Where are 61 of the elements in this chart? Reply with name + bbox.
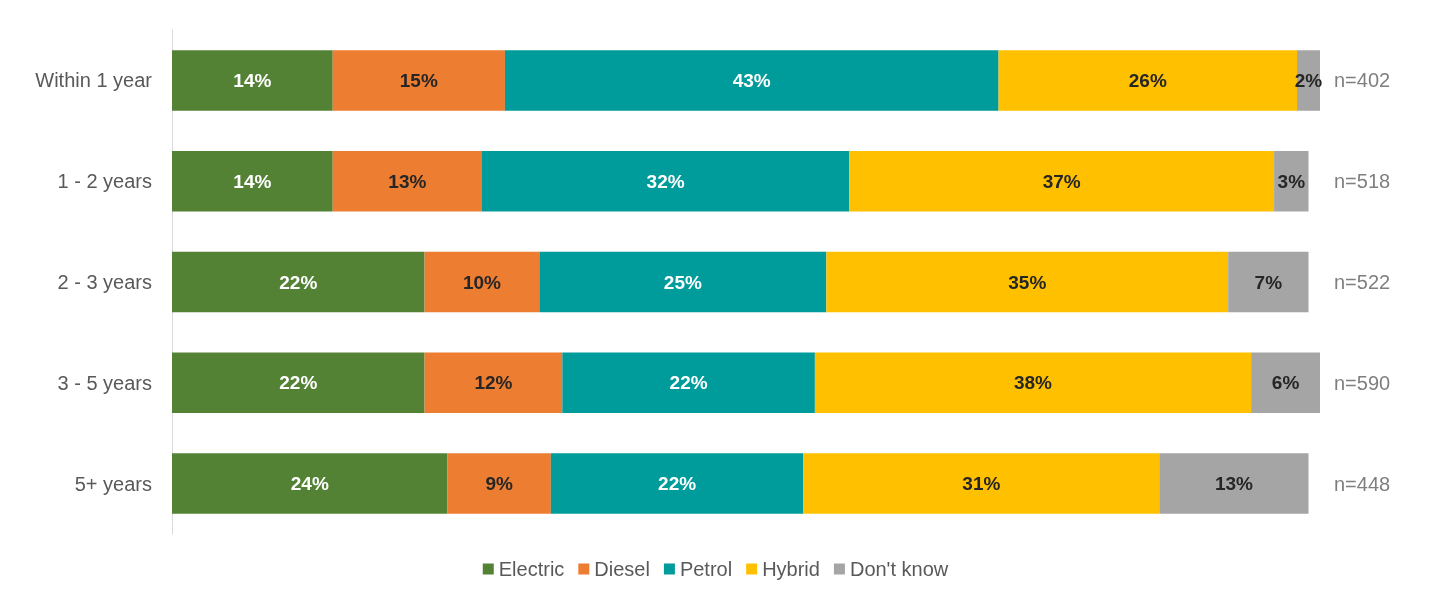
bar [1159,453,1309,514]
y-tick-label: 3 - 5 years [57,371,152,394]
data-label: 32% [646,170,685,192]
y-tick-label: 2 - 3 years [57,271,152,293]
bar [172,50,333,111]
bar [539,251,827,313]
data-label: 38% [1013,372,1053,394]
legend-label: Electric [498,558,565,580]
bar [481,150,850,212]
bar [826,251,1229,313]
y-tick-label: Within 1 year [35,69,153,92]
data-label: 22% [658,473,697,495]
data-label: 14% [233,170,272,192]
data-label: 22% [279,271,318,293]
legend-label: Don't know [849,558,949,580]
text: n=522 [1334,271,1391,293]
data-label: 43% [732,69,771,91]
text: n=402 [1334,69,1391,92]
bar [447,453,551,514]
text: n=518 [1334,170,1391,193]
text: n=448 [1334,472,1391,495]
data-label: 3% [1277,170,1306,192]
data-label: 13% [388,170,427,192]
bar [172,453,448,514]
data-label: 25% [663,271,702,293]
data-label: 6% [1271,372,1300,394]
y-tick-label: 1 - 2 years [57,170,152,193]
data-label: 15% [399,69,438,91]
data-label: 22% [669,372,708,394]
data-label: 13% [1214,473,1254,495]
bar [1251,352,1320,414]
bar [332,50,505,111]
data-label: 31% [962,473,1001,495]
y-tick-label: 5+ years [74,472,152,495]
legend-label: Diesel [594,558,650,580]
text: n=590 [1334,371,1391,394]
bar [562,352,815,414]
data-label: 37% [1042,170,1081,192]
bar [849,150,1275,212]
bar [814,352,1252,414]
data-label: 14% [233,69,272,91]
legend-label: Petrol [679,558,733,580]
legend-label: Hybrid [762,558,820,580]
data-label: 10% [462,271,502,293]
bar [424,251,540,313]
bar [550,453,804,514]
bar [172,150,333,212]
data-label: 9% [485,473,514,495]
bar [1228,251,1309,313]
bar [504,50,999,111]
data-label: 12% [474,372,513,394]
bar [172,251,425,313]
data-label: 35% [1008,271,1047,293]
bar [172,352,425,414]
data-label: 24% [290,473,329,495]
bar [424,352,563,414]
bar [332,150,482,212]
data-label: 7% [1254,271,1283,293]
data-label: 26% [1128,69,1167,91]
bar [803,453,1160,514]
data-label: 22% [279,372,318,394]
